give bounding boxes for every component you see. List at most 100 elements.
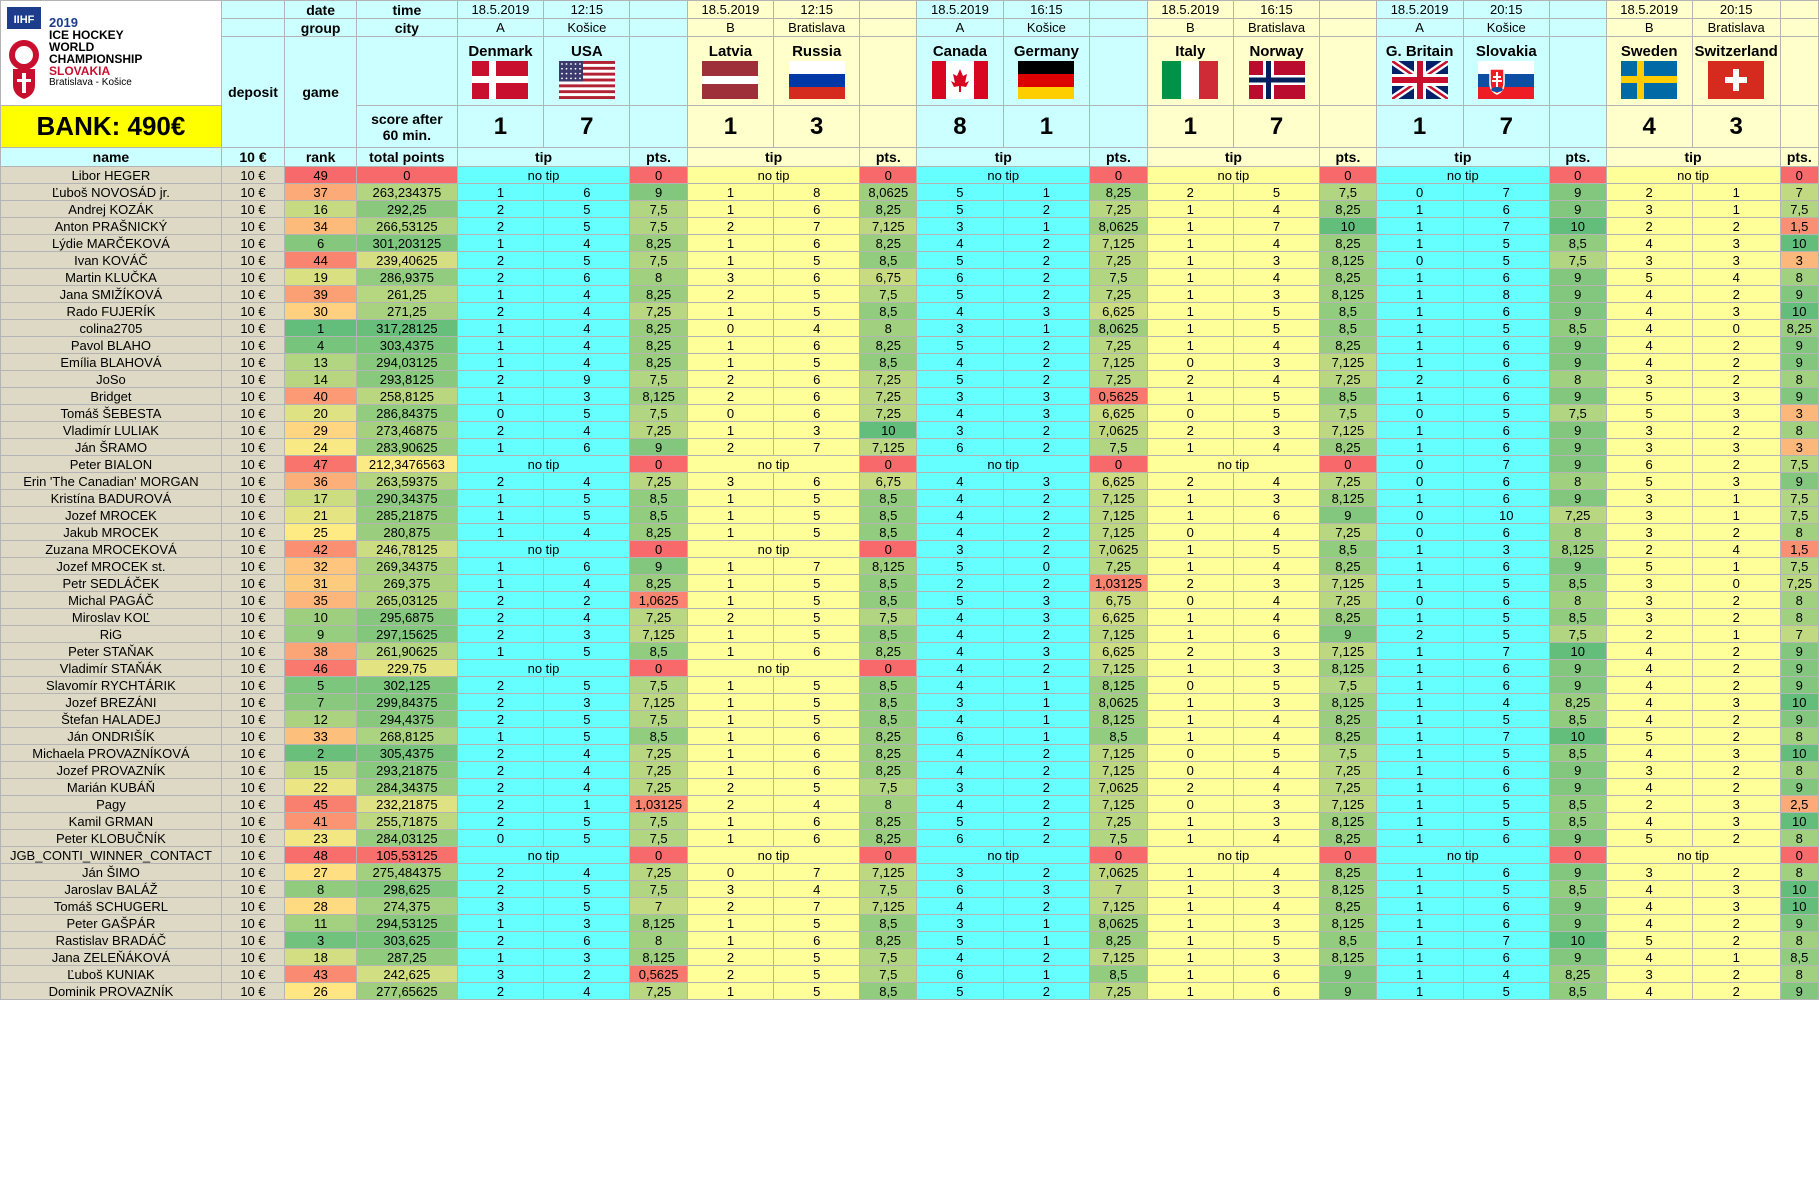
player-name[interactable]: Peter BIALON <box>0 455 222 473</box>
tip-away[interactable]: 5 <box>773 574 861 592</box>
tip-home[interactable]: 1 <box>686 982 775 1000</box>
tip-away[interactable]: 3 <box>1232 421 1321 439</box>
tip-points[interactable]: 7,5 <box>629 829 688 847</box>
tip-points[interactable]: 7,25 <box>1089 336 1148 354</box>
tip-home[interactable]: 4 <box>916 897 1004 915</box>
tip-away[interactable]: 2 <box>1691 455 1781 473</box>
tip-cell[interactable]: no tip <box>916 455 1091 473</box>
tip-away[interactable]: 6 <box>1462 863 1550 881</box>
player-deposit[interactable]: 10 € <box>220 829 286 847</box>
tip-points[interactable]: 10 <box>1319 217 1377 235</box>
tip-points[interactable]: 10 <box>1779 744 1819 762</box>
player-total-points[interactable]: 292,25 <box>356 200 458 218</box>
tip-away[interactable]: 5 <box>773 523 861 541</box>
tip-away[interactable]: 2 <box>1691 591 1781 609</box>
tip-points[interactable]: 0 <box>1779 846 1819 864</box>
tip-away[interactable]: 5 <box>773 608 861 626</box>
tip-points[interactable]: 6,625 <box>1089 608 1148 626</box>
tip-points[interactable]: 8,25 <box>859 336 918 354</box>
player-name[interactable]: Pavol BLAHO <box>0 336 222 354</box>
tip-away[interactable]: 6 <box>773 268 861 286</box>
tip-home[interactable]: 0 <box>1146 353 1234 371</box>
tip-away[interactable]: 4 <box>1232 200 1321 218</box>
tip-away[interactable]: 9 <box>543 370 631 388</box>
tip-home[interactable]: 5 <box>1605 404 1693 422</box>
tip-home[interactable]: 1 <box>1146 863 1234 881</box>
tip-away[interactable]: 4 <box>1232 761 1321 779</box>
tip-home[interactable]: 2 <box>686 285 775 303</box>
player-name[interactable]: Jozef MROCEK <box>0 506 222 524</box>
tip-points[interactable]: 7,5 <box>1548 251 1607 269</box>
tip-away[interactable]: 4 <box>543 863 631 881</box>
tip-points[interactable]: 7,125 <box>1089 625 1148 643</box>
tip-away[interactable]: 7 <box>773 863 861 881</box>
player-name[interactable]: RiG <box>0 625 222 643</box>
tip-away[interactable]: 1 <box>1002 676 1091 694</box>
tip-away[interactable]: 7 <box>1462 727 1550 745</box>
tip-points[interactable]: 1,5 <box>1779 540 1819 558</box>
tip-away[interactable]: 3 <box>543 387 631 405</box>
tip-points[interactable]: 9 <box>1779 353 1819 371</box>
tip-home[interactable]: 0 <box>456 829 545 847</box>
player-name[interactable]: Jozef BREZÁNI <box>0 693 222 711</box>
tip-away[interactable]: 5 <box>1232 302 1321 320</box>
tip-points[interactable]: 8,5 <box>859 676 918 694</box>
tip-home[interactable]: 4 <box>916 523 1004 541</box>
tip-away[interactable]: 5 <box>1232 387 1321 405</box>
tip-away[interactable]: 1 <box>1002 710 1091 728</box>
player-total-points[interactable]: 274,375 <box>356 897 458 915</box>
player-deposit[interactable]: 10 € <box>220 336 286 354</box>
tip-away[interactable]: 4 <box>543 353 631 371</box>
tip-points[interactable]: 0 <box>629 659 688 677</box>
tip-points[interactable]: 6,625 <box>1089 404 1148 422</box>
player-name[interactable]: Rado FUJERÍK <box>0 302 222 320</box>
tip-away[interactable]: 7 <box>1232 217 1321 235</box>
tip-points[interactable]: 7,5 <box>859 608 918 626</box>
tip-points[interactable]: 8,5 <box>1548 795 1607 813</box>
tip-home[interactable]: 2 <box>456 812 545 830</box>
tip-points[interactable]: 7,25 <box>1319 761 1377 779</box>
tip-home[interactable]: 4 <box>1605 234 1693 252</box>
tip-points[interactable]: 7,125 <box>859 438 918 456</box>
tip-points[interactable]: 8,25 <box>859 642 918 660</box>
tip-home[interactable]: 4 <box>916 642 1004 660</box>
player-total-points[interactable]: 317,28125 <box>356 319 458 337</box>
tip-home[interactable]: 4 <box>916 676 1004 694</box>
tip-away[interactable]: 5 <box>543 217 631 235</box>
tip-home[interactable]: 1 <box>1146 608 1234 626</box>
player-name[interactable]: Kristína BADUROVÁ <box>0 489 222 507</box>
tip-points[interactable]: 9 <box>1548 353 1607 371</box>
tip-away[interactable]: 7 <box>1462 931 1550 949</box>
player-deposit[interactable]: 10 € <box>220 931 286 949</box>
tip-home[interactable]: 6 <box>916 965 1004 983</box>
tip-away[interactable]: 0 <box>1691 319 1781 337</box>
tip-points[interactable]: 8,5 <box>859 591 918 609</box>
tip-points[interactable]: 8,5 <box>1089 965 1148 983</box>
tip-away[interactable]: 2 <box>1002 948 1091 966</box>
player-rank[interactable]: 26 <box>284 982 358 1000</box>
tip-points[interactable]: 7,5 <box>629 404 688 422</box>
tip-points[interactable]: 10 <box>859 421 918 439</box>
tip-away[interactable]: 4 <box>543 744 631 762</box>
tip-home[interactable]: 2 <box>456 982 545 1000</box>
tip-points[interactable]: 8 <box>1548 472 1607 490</box>
player-deposit[interactable]: 10 € <box>220 761 286 779</box>
tip-cell[interactable]: no tip <box>1146 846 1321 864</box>
tip-away[interactable]: 6 <box>1462 523 1550 541</box>
tip-points[interactable]: 8,5 <box>859 523 918 541</box>
player-deposit[interactable]: 10 € <box>220 370 286 388</box>
tip-away[interactable]: 5 <box>1462 812 1550 830</box>
tip-away[interactable]: 6 <box>773 829 861 847</box>
tip-away[interactable]: 6 <box>1462 557 1550 575</box>
tip-points[interactable]: 9 <box>1548 455 1607 473</box>
tip-away[interactable]: 3 <box>1691 795 1781 813</box>
tip-away[interactable]: 4 <box>543 302 631 320</box>
player-total-points[interactable]: 294,03125 <box>356 353 458 371</box>
tip-home[interactable]: 4 <box>1605 812 1693 830</box>
player-name[interactable]: Marián KUBÁŇ <box>0 778 222 796</box>
tip-home[interactable]: 1 <box>1146 200 1234 218</box>
tip-home[interactable]: 1 <box>456 642 545 660</box>
player-deposit[interactable]: 10 € <box>220 948 286 966</box>
tip-points[interactable]: 0 <box>629 455 688 473</box>
tip-away[interactable]: 2 <box>1691 982 1781 1000</box>
